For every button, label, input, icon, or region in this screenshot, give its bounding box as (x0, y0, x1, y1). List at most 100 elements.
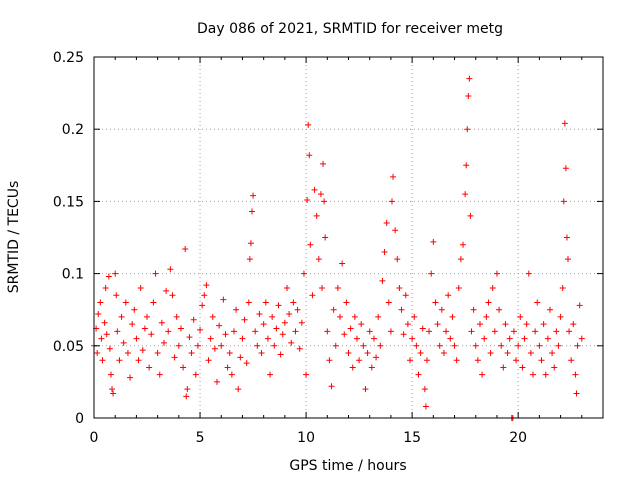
data-point (460, 241, 467, 248)
data-point (578, 335, 585, 342)
data-point (211, 345, 218, 352)
data-point (546, 306, 553, 313)
data-point (351, 313, 358, 320)
data-point (468, 328, 475, 335)
data-point (563, 234, 570, 241)
data-point (466, 75, 473, 82)
data-point (154, 350, 161, 357)
data-point (254, 342, 261, 349)
plot-frame (93, 56, 604, 419)
data-point (230, 328, 237, 335)
data-point (129, 321, 136, 328)
data-point (245, 299, 252, 306)
data-point (275, 302, 282, 309)
data-point (303, 371, 310, 378)
data-point (465, 92, 472, 99)
data-point (269, 313, 276, 320)
data-point (180, 364, 187, 371)
data-point (313, 212, 320, 219)
data-point (246, 256, 253, 263)
data-point (479, 371, 486, 378)
data-point (294, 306, 301, 313)
data-point (523, 321, 530, 328)
data-point (239, 335, 246, 342)
data-point (542, 371, 549, 378)
data-point (445, 292, 452, 299)
data-point (562, 165, 569, 172)
y-tick-label: 0.05 (53, 339, 84, 355)
data-point (258, 350, 265, 357)
data-point (290, 299, 297, 306)
data-point (487, 350, 494, 357)
data-point (440, 350, 447, 357)
data-point (400, 331, 407, 338)
data-point (574, 342, 581, 349)
data-point (296, 345, 303, 352)
data-point (190, 316, 197, 323)
data-point (496, 306, 503, 313)
data-point (368, 364, 375, 371)
data-point (183, 393, 190, 400)
data-point (247, 240, 254, 247)
data-point (470, 306, 477, 313)
data-point (560, 198, 567, 205)
data-point (415, 371, 422, 378)
data-point (304, 196, 311, 203)
data-point (267, 371, 274, 378)
data-point (209, 313, 216, 320)
data-point (349, 364, 356, 371)
data-point (237, 354, 244, 361)
data-point (553, 328, 560, 335)
data-point (224, 364, 231, 371)
data-point (568, 357, 575, 364)
data-point (307, 241, 314, 248)
data-point (94, 350, 101, 357)
data-point (158, 319, 165, 326)
data-point (549, 350, 556, 357)
data-point (538, 357, 545, 364)
data-point (120, 339, 127, 346)
data-point (573, 390, 580, 397)
data-point (173, 313, 180, 320)
data-point (430, 238, 437, 245)
data-point (500, 364, 507, 371)
data-point (388, 198, 395, 205)
data-point (570, 321, 577, 328)
data-point (540, 321, 547, 328)
data-point (175, 342, 182, 349)
data-point (521, 335, 528, 342)
data-point (353, 335, 360, 342)
data-point (339, 260, 346, 267)
data-point (428, 270, 435, 277)
data-point (362, 386, 369, 393)
data-point (298, 319, 305, 326)
data-point (214, 378, 221, 385)
data-point (517, 313, 524, 320)
data-point (113, 292, 120, 299)
data-point (557, 313, 564, 320)
data-point (249, 208, 256, 215)
data-point (106, 345, 113, 352)
data-point (347, 325, 354, 332)
data-point (394, 256, 401, 263)
data-point (148, 331, 155, 338)
data-point (220, 296, 227, 303)
data-point (457, 256, 464, 263)
data-point (419, 325, 426, 332)
data-point (110, 390, 117, 397)
data-point (182, 246, 189, 253)
data-point (341, 331, 348, 338)
data-point (260, 321, 267, 328)
data-point (137, 285, 144, 292)
data-point (194, 342, 201, 349)
data-point (114, 328, 121, 335)
data-point (474, 357, 481, 364)
data-point (146, 364, 153, 371)
data-point (504, 350, 511, 357)
data-point (373, 354, 380, 361)
data-point (105, 273, 112, 280)
data-point (320, 160, 327, 167)
data-point (422, 403, 429, 410)
data-point (233, 306, 240, 313)
x-tick-label: 10 (297, 430, 315, 446)
